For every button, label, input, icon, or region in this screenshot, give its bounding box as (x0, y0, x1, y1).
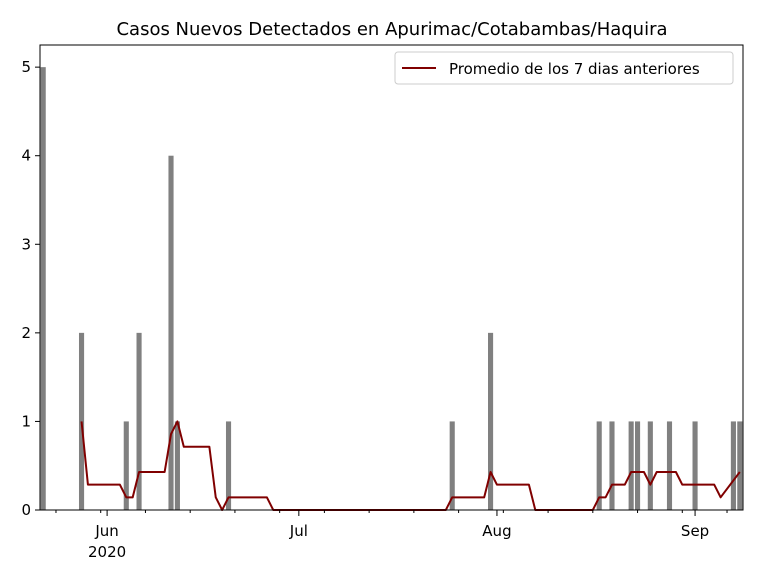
bar (174, 421, 180, 510)
bar (596, 421, 602, 510)
bar (488, 332, 494, 510)
y-tick-label: 2 (21, 324, 31, 342)
bar (40, 67, 46, 511)
bar (449, 421, 455, 510)
bar (628, 421, 634, 510)
chart-title: Casos Nuevos Detectados en Apurimac/Cota… (116, 19, 667, 40)
axes-layer: 0 1 2 3 4 5 Jun 2020 Jul Aug Sep (21, 44, 744, 561)
bar (609, 421, 615, 510)
bars-layer (40, 67, 743, 511)
bar (123, 421, 129, 510)
legend-frame (394, 51, 734, 85)
bar (730, 421, 736, 510)
x-tick-label: Jun (94, 522, 118, 540)
y-tick-label: 5 (21, 58, 31, 76)
average-line (80, 420, 741, 511)
y-tick-label: 3 (21, 235, 31, 253)
y-tick-label: 1 (21, 412, 31, 430)
bar (225, 421, 232, 510)
bar (737, 421, 743, 510)
x-tick-label: Jul (289, 522, 308, 540)
plot-frame (39, 44, 744, 511)
bar (168, 155, 174, 510)
y-tick-label: 4 (21, 147, 31, 165)
y-tick-label: 0 (21, 501, 31, 519)
bar (634, 421, 641, 510)
bar (666, 421, 673, 510)
bar (136, 332, 142, 510)
legend: Promedio de los 7 dias anteriores (394, 51, 734, 85)
line-layer (80, 420, 741, 511)
bar (647, 421, 653, 510)
bar (78, 332, 85, 510)
x-tick-label: Aug (482, 522, 511, 540)
x-tick-label: Sep (681, 522, 709, 540)
bar (692, 421, 698, 510)
legend-label: Promedio de los 7 dias anteriores (449, 60, 700, 78)
x-tick-year-label: 2020 (88, 543, 126, 561)
